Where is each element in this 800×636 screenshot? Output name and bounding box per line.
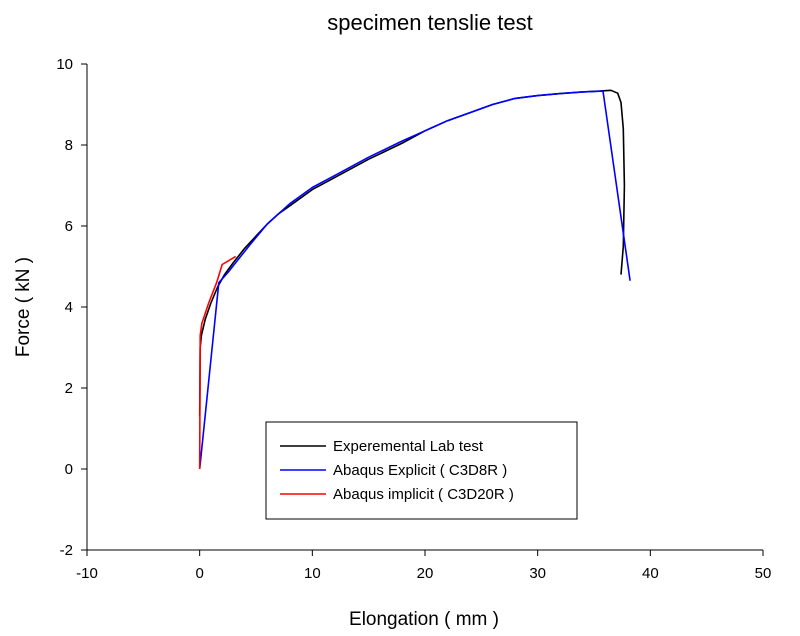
- legend-label-2: Abaqus implicit ( C3D20R ): [333, 486, 514, 503]
- x-tick-label: 40: [642, 565, 659, 582]
- y-tick-label: 2: [65, 380, 73, 397]
- x-tick-label: 0: [195, 565, 203, 582]
- series-line-0: [198, 89, 626, 417]
- legend-label-1: Abaqus Explicit ( C3D8R ): [333, 462, 507, 479]
- x-ticks: -10 0 10 20 30 40 50: [76, 550, 771, 582]
- x-axis-label: Elongation ( mm ): [349, 609, 499, 630]
- x-tick-label: 50: [755, 565, 772, 582]
- x-tick-label: 20: [417, 565, 434, 582]
- series-line-2: [198, 255, 237, 470]
- x-tick-label: 10: [304, 565, 321, 582]
- y-tick-label: 6: [65, 218, 73, 235]
- y-tick-label: 4: [65, 299, 73, 316]
- legend: Experemental Lab test Abaqus Explicit ( C…: [265, 421, 578, 520]
- legend-label-0: Experemental Lab test: [333, 438, 484, 455]
- y-tick-label: 10: [56, 56, 73, 73]
- series-lines: [198, 89, 631, 470]
- x-tick-label: -10: [76, 565, 98, 582]
- y-ticks: -2 0 2 4 6 8 10: [56, 56, 87, 559]
- series-line-1: [198, 90, 631, 470]
- chart-title: specimen tenslie test: [327, 10, 532, 35]
- y-axis-label: Force ( kN ): [13, 257, 34, 357]
- y-tick-label: 8: [65, 137, 73, 154]
- legend-items: Experemental Lab test Abaqus Explicit ( C…: [280, 438, 514, 503]
- x-tick-label: 30: [529, 565, 546, 582]
- y-tick-label: -2: [60, 542, 73, 559]
- y-tick-label: 0: [65, 461, 73, 478]
